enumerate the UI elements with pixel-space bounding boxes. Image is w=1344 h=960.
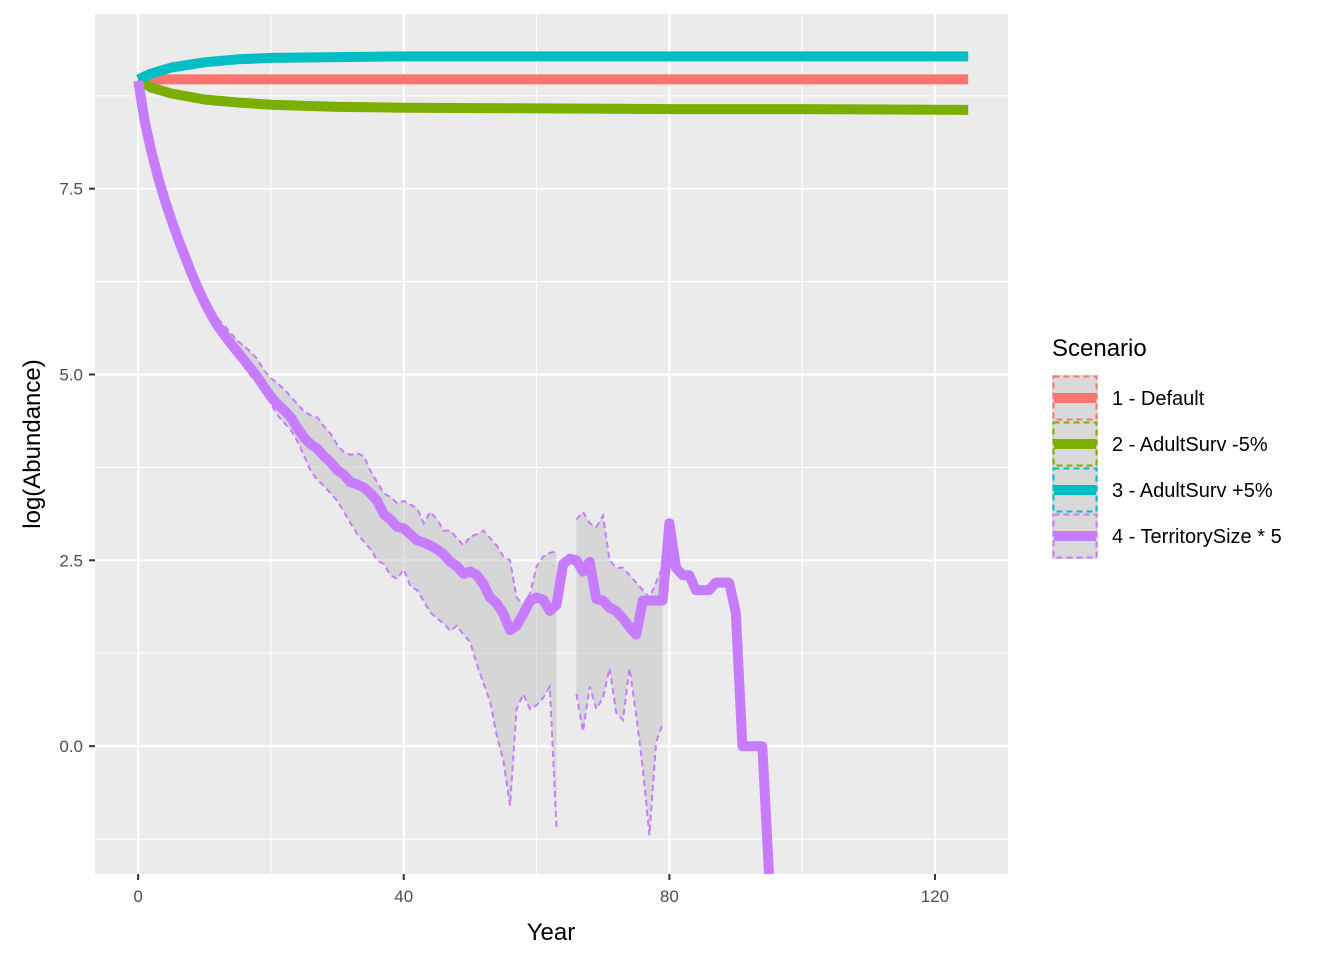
series-line-3 bbox=[136, 51, 969, 84]
x-tick-label: 40 bbox=[394, 887, 413, 906]
legend-key-4 bbox=[1052, 513, 1098, 559]
ribbon-lower-bound bbox=[575, 667, 664, 836]
y-tick-label: 5.0 bbox=[59, 366, 83, 385]
y-tick-label: 2.5 bbox=[59, 551, 83, 570]
ribbon-upper-bound bbox=[217, 318, 557, 607]
ribbon-lower-bound bbox=[216, 321, 558, 828]
legend-title: Scenario bbox=[1052, 335, 1147, 362]
confidence-ribbon bbox=[217, 318, 557, 828]
axes: 0 40 80 120 0.0 2.5 5.0 7.5 bbox=[59, 180, 949, 906]
grid-minor bbox=[95, 14, 1008, 874]
legend: Scenario 1 - Default 2 - AdultSurv -5% 3 -… bbox=[1052, 335, 1282, 559]
y-axis-title: log(Abundance) bbox=[19, 359, 46, 528]
legend-label-4: 4 - TerritorySize * 5 bbox=[1112, 526, 1282, 548]
series-line-4 bbox=[133, 80, 774, 874]
legend-key-3 bbox=[1052, 467, 1098, 513]
legend-label-2: 2 - AdultSurv -5% bbox=[1112, 434, 1268, 456]
y-tick-label: 0.0 bbox=[59, 737, 83, 756]
series-lines bbox=[133, 51, 969, 874]
grid-major bbox=[95, 14, 1008, 874]
x-tick-label: 80 bbox=[660, 887, 679, 906]
legend-key-1 bbox=[1052, 375, 1098, 421]
x-tick-label: 0 bbox=[133, 887, 142, 906]
series-line-2 bbox=[135, 75, 969, 115]
legend-key-2 bbox=[1052, 421, 1098, 467]
y-tick-label: 7.5 bbox=[59, 180, 83, 199]
x-axis-title: Year bbox=[527, 919, 576, 946]
legend-label-3: 3 - AdultSurv +5% bbox=[1112, 480, 1273, 502]
x-tick-label: 120 bbox=[921, 887, 949, 906]
legend-label-1: 1 - Default bbox=[1112, 388, 1205, 410]
panel-background bbox=[95, 14, 1008, 874]
